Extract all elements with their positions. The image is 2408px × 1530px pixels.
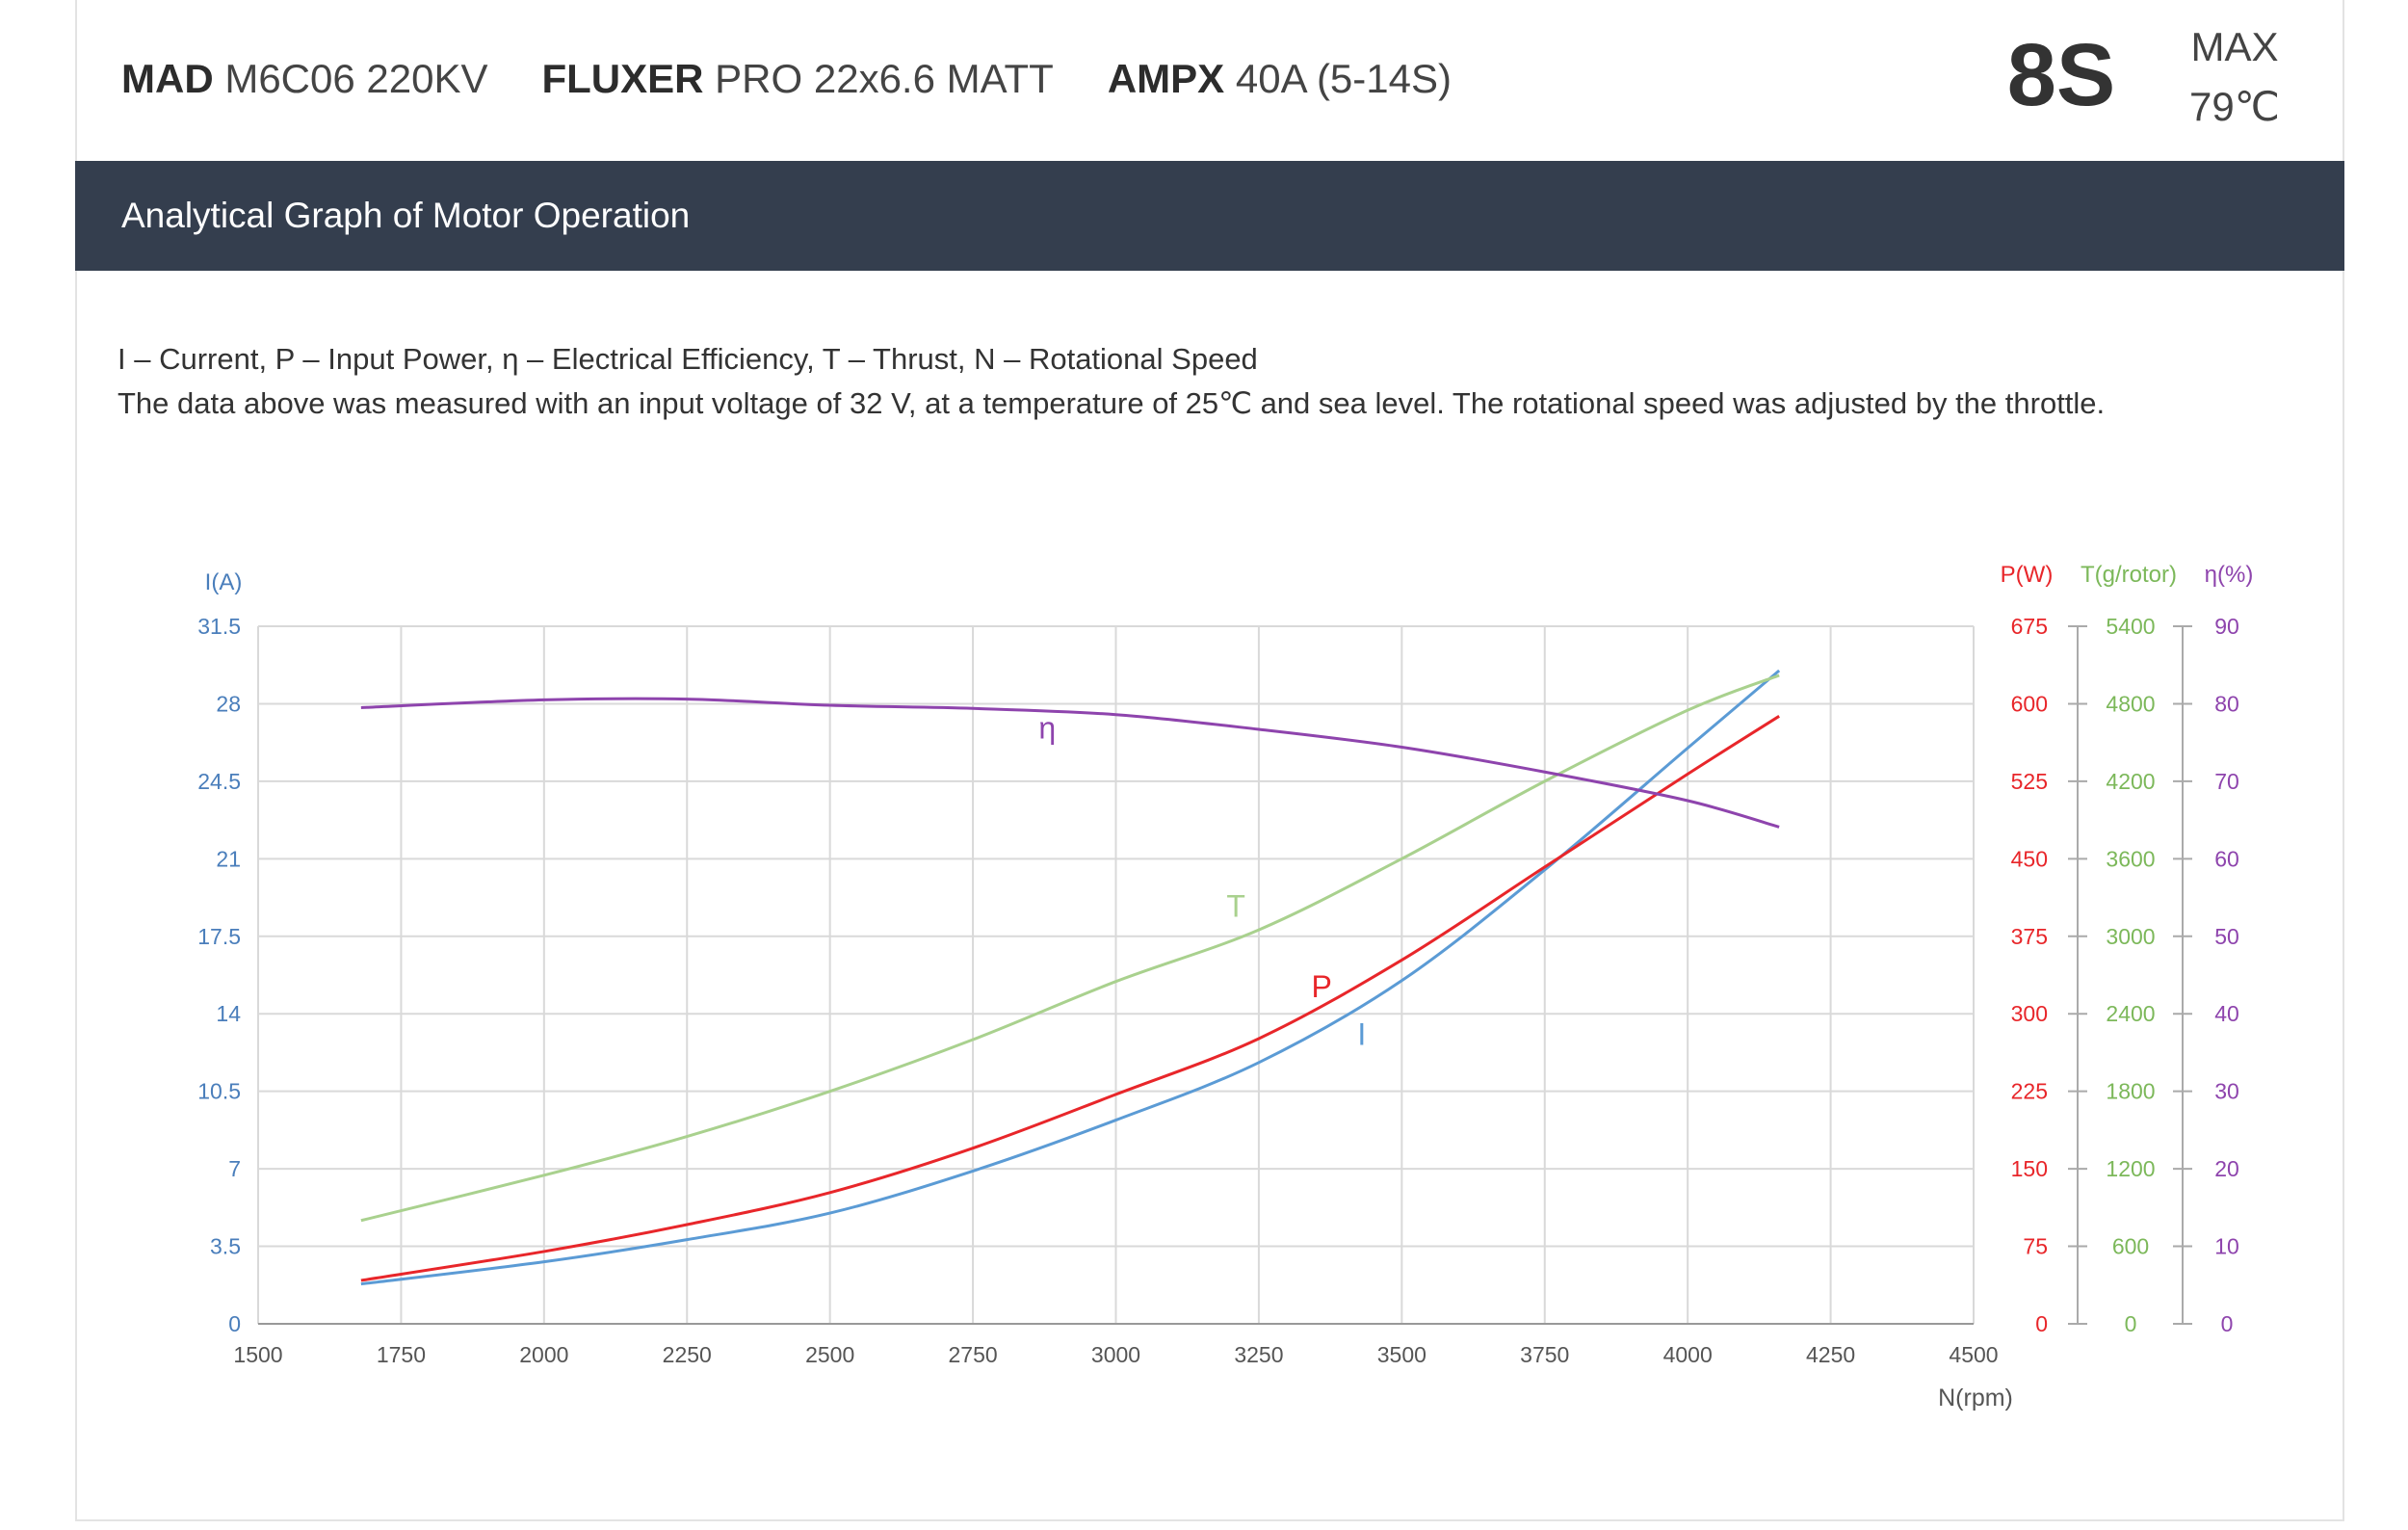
x-tick-label: 4250 <box>1806 1342 1855 1367</box>
x-tick-label: 3250 <box>1234 1342 1283 1367</box>
thrust-tick-label: 600 <box>2112 1234 2149 1259</box>
power-tick-label: 600 <box>2011 691 2048 716</box>
motor-spec: MAD M6C06 220KV <box>121 56 488 102</box>
power-tick-label: 675 <box>2011 614 2048 639</box>
efficiency-tick-label: 90 <box>2214 614 2239 639</box>
max-temperature: MAX 79℃ <box>2158 17 2312 137</box>
x-tick-label: 3500 <box>1377 1342 1426 1367</box>
thrust-tick-label: 2400 <box>2106 1001 2155 1026</box>
esc-brand: AMPX <box>1107 56 1225 101</box>
thrust-tick-label: 1800 <box>2106 1079 2155 1104</box>
thrust-tick-label: 5400 <box>2106 614 2155 639</box>
chart-notes: I – Current, P – Input Power, η – Electr… <box>118 337 2105 426</box>
power-tick-label: 450 <box>2011 846 2048 871</box>
left-tick-label: 17.5 <box>197 924 241 949</box>
x-tick-label: 2250 <box>663 1342 712 1367</box>
motor-brand: MAD <box>121 56 214 101</box>
left-tick-label: 3.5 <box>210 1234 241 1259</box>
power-tick-label: 375 <box>2011 924 2048 949</box>
propeller-model: PRO 22x6.6 MATT <box>715 56 1054 101</box>
section-title: Analytical Graph of Motor Operation <box>121 196 691 235</box>
propeller-brand: FLUXER <box>541 56 704 101</box>
motor-model: M6C06 220KV <box>224 56 488 101</box>
propeller-spec: FLUXER PRO 22x6.6 MATT <box>542 56 1054 102</box>
efficiency-tick-label: 0 <box>2221 1311 2234 1336</box>
series-label-current: I <box>1357 1016 1366 1051</box>
efficiency-tick-label: 30 <box>2214 1079 2239 1104</box>
efficiency-tick-label: 50 <box>2214 924 2239 949</box>
thrust-tick-label: 4200 <box>2106 769 2155 794</box>
series-label-efficiency: η <box>1038 711 1056 746</box>
esc-spec: AMPX 40A (5-14S) <box>1108 56 1452 102</box>
left-tick-label: 31.5 <box>197 614 241 639</box>
max-temp-value: 79℃ <box>2189 84 2280 129</box>
power-line <box>360 715 1780 1282</box>
battery-cells: 8S <box>2006 26 2116 124</box>
efficiency-tick-label: 40 <box>2214 1001 2239 1026</box>
power-tick-label: 75 <box>2023 1234 2048 1259</box>
left-tick-label: 28 <box>216 691 241 716</box>
thrust-tick-label: 3600 <box>2106 846 2155 871</box>
efficiency-tick-label: 80 <box>2214 691 2239 716</box>
thrust-tick-label: 4800 <box>2106 691 2155 716</box>
x-tick-label: 2000 <box>519 1342 568 1367</box>
x-tick-label: 4500 <box>1949 1342 1998 1367</box>
left-tick-label: 10.5 <box>197 1079 241 1104</box>
left-tick-label: 24.5 <box>197 769 241 794</box>
efficiency-axis-label: η(%) <box>2205 562 2254 588</box>
power-tick-label: 525 <box>2011 769 2048 794</box>
thrust-tick-label: 1200 <box>2106 1156 2155 1181</box>
x-tick-label: 1750 <box>377 1342 426 1367</box>
series-label-thrust: T <box>1226 889 1245 924</box>
left-tick-label: 0 <box>228 1311 241 1336</box>
efficiency-tick-label: 60 <box>2214 846 2239 871</box>
efficiency-tick-label: 70 <box>2214 769 2239 794</box>
x-tick-label: 3000 <box>1091 1342 1140 1367</box>
x-tick-label: 4000 <box>1663 1342 1713 1367</box>
conditions-note: The data above was measured with an inpu… <box>118 386 2106 420</box>
spec-header: MAD M6C06 220KV FLUXER PRO 22x6.6 MATT A… <box>121 50 1505 108</box>
efficiency-tick-label: 10 <box>2214 1234 2239 1259</box>
legend-note: I – Current, P – Input Power, η – Electr… <box>118 342 1258 376</box>
left-axis-label: I(A) <box>205 569 243 595</box>
thrust-line <box>360 673 1780 1223</box>
x-tick-label: 2750 <box>948 1342 997 1367</box>
series-label-power: P <box>1312 969 1332 1004</box>
left-tick-label: 21 <box>216 846 241 871</box>
x-axis-label: N(rpm) <box>1938 1385 2013 1411</box>
section-banner: Analytical Graph of Motor Operation <box>75 161 2344 271</box>
efficiency-line <box>360 697 1780 829</box>
motor-performance-chart: 1500 1750 2000 2250 2500 2750 3000 3250 3500 3750… <box>197 562 2254 1411</box>
efficiency-tick-label: 20 <box>2214 1156 2239 1181</box>
thrust-tick-label: 0 <box>2125 1311 2137 1336</box>
esc-model: 40A (5-14S) <box>1235 56 1452 101</box>
power-tick-label: 300 <box>2011 1001 2048 1026</box>
x-tick-label: 3750 <box>1520 1342 1569 1367</box>
left-tick-label: 7 <box>228 1156 241 1181</box>
thrust-tick-label: 3000 <box>2106 924 2155 949</box>
x-tick-label: 1500 <box>233 1342 282 1367</box>
thrust-axis-label: T(g/rotor) <box>2081 562 2177 588</box>
power-tick-label: 0 <box>2035 1311 2048 1336</box>
power-tick-label: 225 <box>2011 1079 2048 1104</box>
x-tick-label: 2500 <box>805 1342 854 1367</box>
power-tick-label: 150 <box>2011 1156 2048 1181</box>
max-label: MAX <box>2190 24 2279 69</box>
power-axis-label: P(W) <box>2001 562 2054 588</box>
left-tick-label: 14 <box>216 1001 241 1026</box>
current-line <box>360 669 1781 1286</box>
